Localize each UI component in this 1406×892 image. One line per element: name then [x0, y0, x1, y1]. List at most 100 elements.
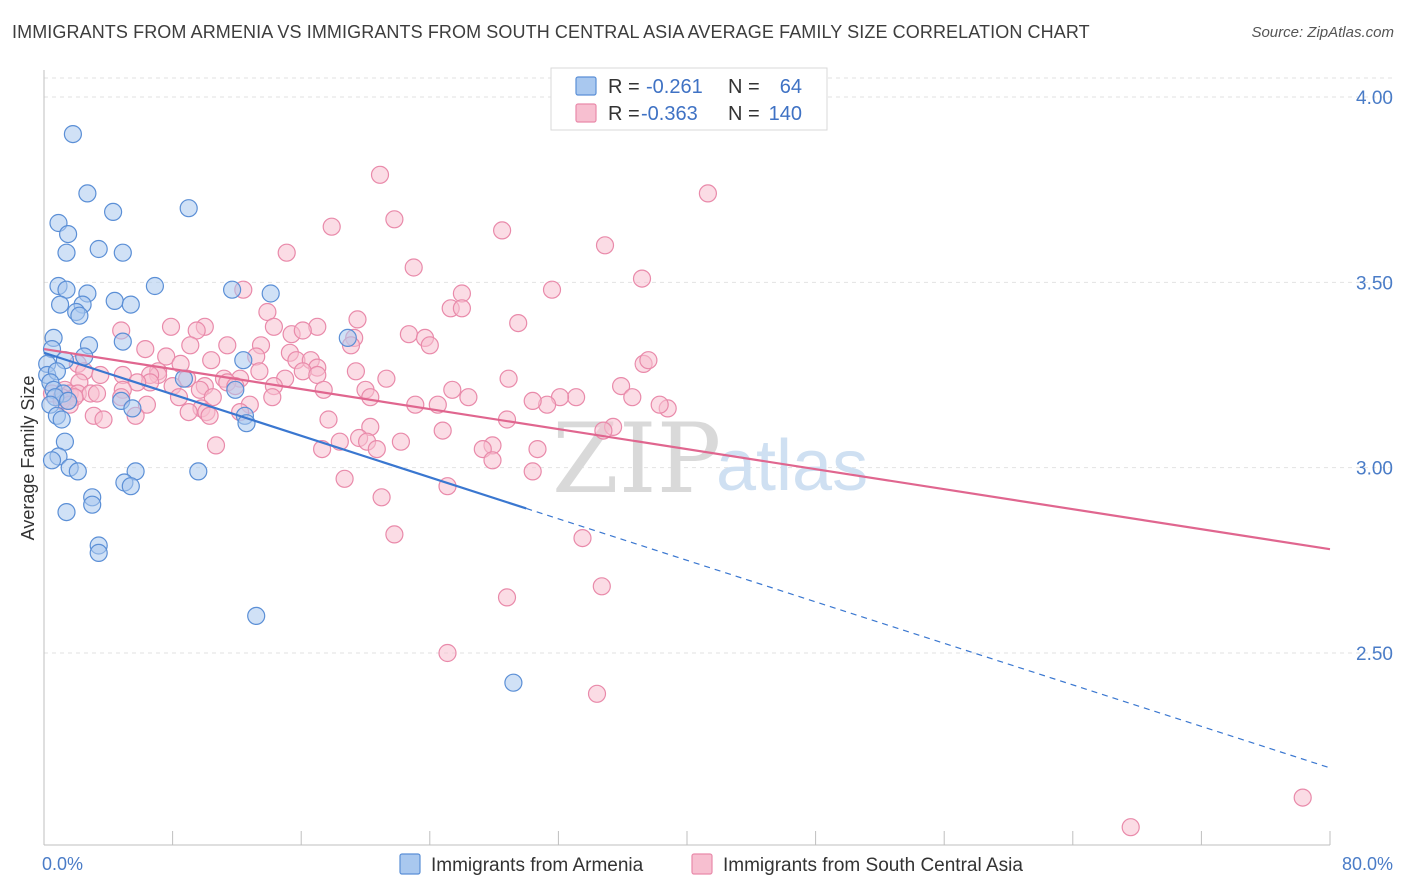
south-central-asia-point	[370, 165, 390, 184]
south-central-asia-point	[611, 377, 631, 396]
south-central-asia-point	[218, 336, 237, 355]
bottom-legend-label-south-central-asia: Immigrants from South Central Asia	[723, 855, 1023, 876]
south-central-asia-point	[136, 340, 155, 359]
y-tick-label: 4.00	[1356, 88, 1393, 109]
armenia-point	[247, 606, 266, 626]
armenia-point	[78, 184, 97, 203]
south-central-asia-point	[438, 643, 457, 663]
armenia-point	[113, 332, 132, 351]
south-central-asia-point	[632, 269, 652, 288]
armenia-point	[113, 243, 132, 262]
armenia-point	[226, 380, 245, 399]
south-central-asia-point	[528, 440, 547, 459]
armenia-point	[103, 202, 123, 221]
south-central-asia-point	[443, 380, 462, 399]
armenia-point	[179, 199, 198, 218]
south-central-asia-point	[335, 469, 354, 488]
south-central-asia-point	[391, 432, 410, 451]
series-armenia-points	[38, 125, 523, 692]
armenia-point	[83, 495, 102, 514]
south-central-asia-point	[372, 488, 391, 507]
legend-n-label-south-central-asia: N =	[728, 103, 760, 125]
south-central-asia-point	[277, 243, 296, 262]
correlation-legend: R = -0.261 N = 64 R = -0.363 N = 140	[550, 67, 828, 131]
armenia-point	[89, 239, 108, 259]
trend-line-armenia-extrapolated	[526, 507, 1331, 769]
south-central-asia-point	[202, 351, 221, 370]
south-central-asia-point	[623, 388, 642, 407]
south-central-asia-point	[179, 403, 198, 422]
armenia-point	[121, 295, 140, 314]
south-central-asia-point	[250, 362, 269, 381]
south-central-asia-point	[367, 440, 386, 459]
bottom-legend-swatch-south-central-asia	[691, 853, 713, 875]
south-central-asia-point	[348, 310, 367, 329]
south-central-asia-point	[639, 351, 658, 370]
armenia-point	[261, 284, 280, 303]
legend-r-value-south-central-asia: -0.363	[641, 103, 698, 125]
south-central-asia-point	[293, 321, 312, 340]
south-central-asia-point	[346, 362, 365, 381]
south-central-asia-point	[399, 325, 418, 344]
armenia-point	[105, 291, 124, 310]
south-central-asia-point	[200, 406, 219, 425]
source-credit: Source: ZipAtlas.com	[1251, 24, 1394, 41]
trend-line-armenia	[43, 351, 527, 510]
south-central-asia-point	[94, 410, 113, 429]
watermark: ZIP atlas	[552, 403, 868, 515]
south-central-asia-point	[566, 388, 586, 407]
south-central-asia-point	[314, 380, 333, 399]
y-axis-tick-labels: 2.50 3.00 3.50 4.00	[1356, 88, 1393, 665]
south-central-asia-point	[1121, 818, 1140, 837]
south-central-asia-point	[161, 317, 181, 336]
legend-n-value-south-central-asia: 140	[769, 103, 802, 125]
legend-r-label-armenia: R =	[608, 76, 640, 98]
armenia-point	[70, 306, 89, 325]
south-central-asia-point	[157, 347, 176, 366]
south-central-asia-point	[542, 280, 562, 299]
south-central-asia-point	[385, 525, 404, 544]
south-central-asia-point	[181, 336, 200, 355]
south-central-asia-point	[523, 462, 542, 481]
legend-swatch-armenia	[575, 76, 597, 96]
x-axis-ticks	[43, 831, 1331, 845]
x-tick-label-max: 80.0%	[1342, 854, 1393, 874]
chart-title: IMMIGRANTS FROM ARMENIA VS IMMIGRANTS FR…	[12, 22, 1090, 42]
south-central-asia-point	[493, 221, 512, 240]
legend-n-label-armenia: N =	[728, 76, 760, 98]
armenia-point	[42, 451, 62, 470]
south-central-asia-point	[509, 314, 528, 333]
south-central-asia-point	[452, 299, 471, 318]
armenia-point	[52, 410, 71, 429]
bottom-legend-swatch-armenia	[399, 853, 421, 875]
armenia-point	[57, 243, 76, 262]
south-central-asia-point	[650, 395, 669, 414]
y-tick-label: 2.50	[1356, 644, 1393, 665]
south-central-asia-point	[1293, 788, 1312, 807]
south-central-asia-point	[573, 528, 592, 548]
south-central-asia-point	[91, 365, 110, 385]
armenia-point	[145, 276, 164, 296]
armenia-point	[63, 125, 83, 144]
legend-n-value-armenia: 64	[780, 76, 802, 98]
south-central-asia-point	[483, 451, 502, 470]
armenia-point	[58, 225, 78, 244]
south-central-asia-point	[319, 410, 338, 429]
y-tick-label: 3.50	[1356, 273, 1393, 294]
armenia-point	[121, 477, 140, 496]
armenia-point	[123, 399, 142, 418]
south-central-asia-point	[385, 210, 404, 229]
armenia-point	[189, 462, 208, 481]
south-central-asia-point	[87, 384, 107, 403]
south-central-asia-point	[698, 184, 718, 203]
armenia-point	[504, 673, 523, 692]
south-central-asia-point	[206, 436, 226, 455]
south-central-asia-point	[587, 684, 607, 703]
south-central-asia-point	[459, 388, 478, 407]
south-central-asia-point	[592, 577, 611, 596]
south-central-asia-point	[264, 317, 283, 336]
armenia-point	[68, 462, 87, 481]
legend-swatch-south-central-asia	[575, 103, 597, 123]
south-central-asia-point	[406, 395, 425, 414]
